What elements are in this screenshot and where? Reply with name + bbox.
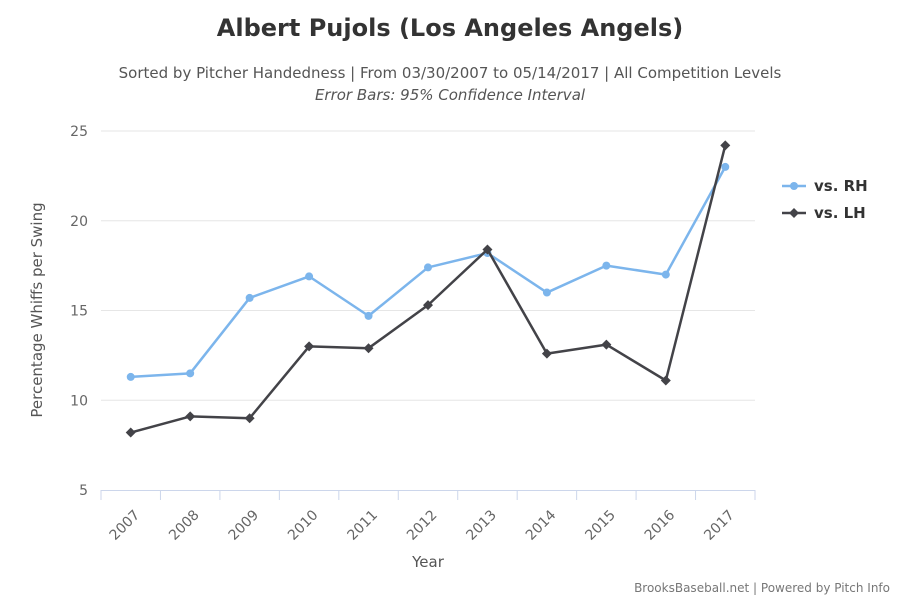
series-group — [125, 140, 731, 438]
legend-item[interactable]: vs. RH — [814, 177, 868, 195]
data-point — [602, 261, 611, 270]
data-point — [125, 427, 136, 438]
x-tick-label: 2010 — [285, 507, 322, 544]
data-point — [364, 311, 373, 320]
x-tick-label: 2008 — [166, 507, 203, 544]
data-point — [304, 341, 315, 352]
data-point — [126, 372, 135, 381]
x-axis-label: Year — [411, 553, 445, 571]
y-tick-label: 10 — [70, 393, 88, 409]
y-tick-label: 15 — [70, 304, 88, 320]
x-tick-label: 2017 — [701, 507, 738, 544]
data-point — [542, 288, 551, 297]
x-tick-label: 2012 — [404, 507, 441, 544]
data-point — [363, 343, 374, 354]
credit[interactable]: BrooksBaseball.net | Powered by Pitch In… — [634, 581, 890, 595]
x-tick-label: 2011 — [345, 507, 382, 544]
data-point — [660, 375, 671, 386]
x-tick-label: 2015 — [582, 507, 619, 544]
legend-marker — [789, 208, 799, 218]
data-point — [423, 300, 433, 311]
data-point — [482, 244, 493, 255]
data-point — [305, 272, 314, 281]
y-tick-label: 25 — [70, 124, 88, 140]
data-point — [661, 270, 670, 279]
chart-title: Albert Pujols (Los Angeles Angels) — [217, 14, 683, 42]
data-point — [721, 162, 730, 171]
x-tick-label: 2013 — [463, 507, 500, 544]
data-point — [244, 413, 255, 424]
x-tick-label: 2007 — [107, 507, 144, 544]
x-tick-label: 2009 — [226, 507, 263, 544]
x-axis-ticks: 2007 2008 2009 2010 2011 2012 2013 2014 2015 2016… — [100, 490, 756, 544]
x-tick-label: 2016 — [642, 507, 679, 544]
legend-item[interactable]: vs. LH — [814, 204, 866, 222]
data-point — [601, 339, 612, 350]
data-point — [185, 411, 196, 422]
data-point — [720, 140, 731, 151]
data-point — [186, 369, 195, 378]
chart-subtitle: Sorted by Pitcher Handedness | From 03/3… — [119, 64, 782, 82]
legend: vs. RH vs. LH — [782, 177, 868, 222]
y-axis-ticks: 5 10 15 20 25 — [70, 124, 88, 499]
x-tick-label: 2014 — [523, 507, 560, 544]
y-tick-label: 20 — [70, 214, 88, 230]
legend-marker — [790, 182, 798, 190]
data-point — [245, 293, 254, 302]
y-tick-label: 5 — [79, 483, 88, 499]
series-line-lh — [130, 145, 727, 434]
data-point — [541, 348, 552, 359]
data-point — [424, 263, 432, 272]
chart-subtitle-error-bars: Error Bars: 95% Confidence Interval — [315, 86, 586, 104]
y-axis-label: Percentage Whiffs per Swing — [28, 202, 46, 417]
grid — [101, 130, 755, 491]
series-line-rh — [130, 166, 727, 379]
